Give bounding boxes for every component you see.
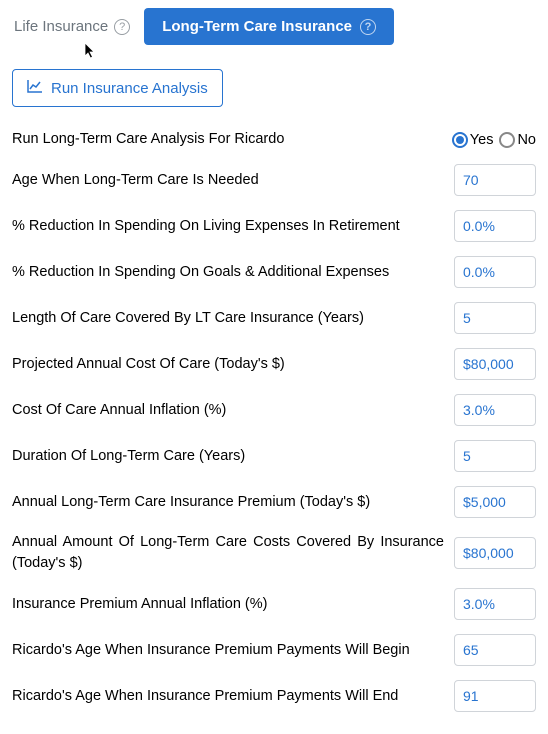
form-label: % Reduction In Spending On Living Expens… (12, 216, 444, 237)
form-label: Age When Long-Term Care Is Needed (12, 170, 444, 191)
form-row: % Reduction In Spending On Living Expens… (12, 210, 536, 242)
tab-long-term-care[interactable]: Long-Term Care Insurance ? (144, 8, 394, 45)
chart-icon (27, 79, 43, 97)
form-row: Run Long-Term Care Analysis For Ricardo Y… (12, 129, 536, 150)
radio-group: Yes No (452, 132, 536, 148)
form-row: Annual Long-Term Care Insurance Premium … (12, 486, 536, 518)
form-rows: Run Long-Term Care Analysis For Ricardo Y… (12, 129, 536, 712)
form-label: Projected Annual Cost Of Care (Today's $… (12, 354, 444, 375)
radio-option-yes[interactable]: Yes (452, 132, 494, 148)
form-row: Cost Of Care Annual Inflation (%) 3.0% (12, 394, 536, 426)
value-input[interactable]: 91 (454, 680, 536, 712)
value-input[interactable]: 3.0% (454, 588, 536, 620)
value-input[interactable]: $5,000 (454, 486, 536, 518)
form-row: Duration Of Long-Term Care (Years) 5 (12, 440, 536, 472)
form-row: % Reduction In Spending On Goals & Addit… (12, 256, 536, 288)
form-row: Annual Amount Of Long-Term Care Costs Co… (12, 532, 536, 574)
radio-option-no[interactable]: No (499, 132, 536, 148)
tab-life-insurance[interactable]: Life Insurance ? (12, 14, 132, 39)
radio-icon[interactable] (499, 132, 515, 148)
form-label: Insurance Premium Annual Inflation (%) (12, 594, 444, 615)
form-label: Ricardo's Age When Insurance Premium Pay… (12, 640, 444, 661)
value-input[interactable]: 65 (454, 634, 536, 666)
form-label: Annual Long-Term Care Insurance Premium … (12, 492, 444, 513)
form-label: Cost Of Care Annual Inflation (%) (12, 400, 444, 421)
form-label: % Reduction In Spending On Goals & Addit… (12, 262, 444, 283)
value-input[interactable]: $80,000 (454, 537, 536, 569)
form-row: Ricardo's Age When Insurance Premium Pay… (12, 634, 536, 666)
tab-long-term-care-label: Long-Term Care Insurance (162, 18, 352, 35)
form-row: Ricardo's Age When Insurance Premium Pay… (12, 680, 536, 712)
value-input[interactable]: $80,000 (454, 348, 536, 380)
value-input[interactable]: 3.0% (454, 394, 536, 426)
value-input[interactable]: 5 (454, 302, 536, 334)
tabs: Life Insurance ? Long-Term Care Insuranc… (12, 8, 536, 45)
value-input[interactable]: 0.0% (454, 256, 536, 288)
form-row: Insurance Premium Annual Inflation (%) 3.… (12, 588, 536, 620)
radio-yes-label: Yes (470, 132, 494, 148)
form-label: Annual Amount Of Long-Term Care Costs Co… (12, 532, 444, 574)
tab-life-insurance-label: Life Insurance (14, 18, 108, 35)
radio-icon[interactable] (452, 132, 468, 148)
cursor-icon (84, 42, 98, 63)
form-row: Projected Annual Cost Of Care (Today's $… (12, 348, 536, 380)
form-label: Length Of Care Covered By LT Care Insura… (12, 308, 444, 329)
help-icon[interactable]: ? (114, 19, 130, 35)
value-input[interactable]: 5 (454, 440, 536, 472)
form-row: Age When Long-Term Care Is Needed 70 (12, 164, 536, 196)
help-icon[interactable]: ? (360, 19, 376, 35)
value-input[interactable]: 70 (454, 164, 536, 196)
form-label: Run Long-Term Care Analysis For Ricardo (12, 129, 442, 150)
radio-no-label: No (517, 132, 536, 148)
run-analysis-label: Run Insurance Analysis (51, 80, 208, 97)
form-row: Length Of Care Covered By LT Care Insura… (12, 302, 536, 334)
form-label: Duration Of Long-Term Care (Years) (12, 446, 444, 467)
value-input[interactable]: 0.0% (454, 210, 536, 242)
run-analysis-button[interactable]: Run Insurance Analysis (12, 69, 223, 107)
form-label: Ricardo's Age When Insurance Premium Pay… (12, 686, 444, 707)
